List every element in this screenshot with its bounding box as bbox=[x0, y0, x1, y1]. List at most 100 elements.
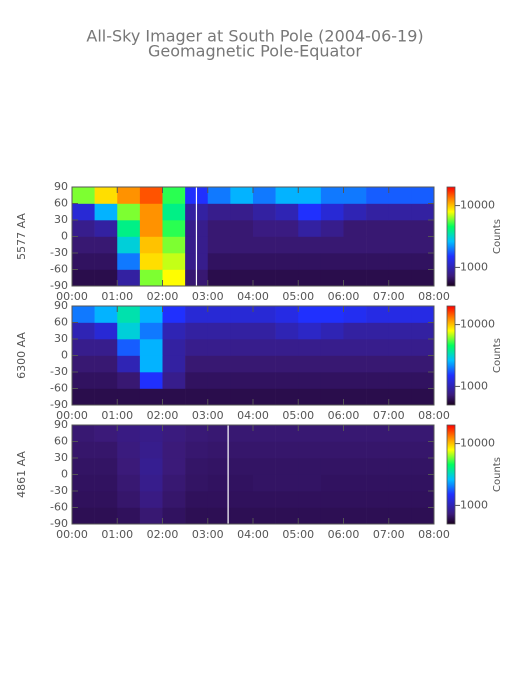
y-axis-label: 6300 AA bbox=[15, 332, 28, 379]
heatmap-cell bbox=[388, 474, 412, 492]
heatmap-cell bbox=[366, 425, 390, 442]
heatmap-cell bbox=[343, 220, 367, 237]
heatmap-cell bbox=[72, 220, 95, 237]
heatmap-cell bbox=[366, 253, 390, 270]
heatmap-cell bbox=[275, 306, 299, 323]
heatmap-cell bbox=[343, 203, 367, 221]
heatmap-cell bbox=[207, 322, 231, 340]
heatmap-cell bbox=[207, 220, 231, 237]
heatmap-cell bbox=[320, 220, 344, 237]
y-tick-label: 90 bbox=[54, 299, 68, 312]
heatmap-cell bbox=[253, 372, 276, 389]
heatmap-cell bbox=[207, 355, 231, 373]
colorbar-tick-label: 1000 bbox=[460, 260, 488, 273]
heatmap-cell bbox=[117, 187, 141, 204]
x-tick-label: 07:00 bbox=[373, 528, 405, 541]
heatmap-cell bbox=[320, 458, 344, 475]
heatmap-cell bbox=[343, 306, 367, 323]
heatmap-cell bbox=[162, 322, 186, 340]
heatmap-cell bbox=[366, 388, 390, 406]
heatmap-cell bbox=[411, 441, 435, 459]
y-tick-label: 30 bbox=[54, 451, 68, 464]
x-tick-label: 00:00 bbox=[56, 290, 88, 303]
heatmap-cell bbox=[72, 458, 95, 475]
heatmap-cell bbox=[94, 491, 118, 508]
heatmap-cell bbox=[275, 458, 299, 475]
heatmap-cell bbox=[162, 269, 186, 287]
heatmap-cell bbox=[117, 339, 141, 356]
heatmap-cell bbox=[298, 220, 322, 237]
heatmap-cell bbox=[94, 322, 118, 340]
heatmap-cell bbox=[162, 372, 186, 389]
heatmap-cell bbox=[162, 339, 186, 356]
heatmap-cell bbox=[162, 474, 186, 492]
heatmap-cell bbox=[298, 388, 322, 406]
heatmap-cell bbox=[72, 425, 95, 442]
heatmap-cell bbox=[117, 425, 141, 442]
heatmap-cell bbox=[162, 507, 186, 525]
heatmap-cell bbox=[139, 355, 163, 373]
heatmap-cell bbox=[411, 474, 435, 492]
heatmap-cell bbox=[253, 425, 276, 442]
heatmap-cell bbox=[343, 507, 367, 525]
heatmap-cell bbox=[275, 425, 299, 442]
heatmap-cell bbox=[411, 491, 435, 508]
heatmap-cell bbox=[230, 306, 254, 323]
heatmap-cell bbox=[139, 236, 163, 254]
heatmap-cell bbox=[411, 236, 435, 254]
x-tick-label: 06:00 bbox=[328, 528, 360, 541]
heatmap-cell bbox=[366, 322, 390, 340]
colorbar-tick-label: 1000 bbox=[460, 379, 488, 392]
heatmap-cell bbox=[366, 474, 390, 492]
heatmap-cell bbox=[94, 220, 118, 237]
heatmap-cell bbox=[162, 425, 186, 442]
x-tick-label: 01:00 bbox=[101, 409, 133, 422]
heatmap-cell bbox=[230, 474, 254, 492]
heatmap-cell bbox=[320, 236, 344, 254]
heatmap-cell bbox=[366, 458, 390, 475]
heatmap-cell bbox=[275, 388, 299, 406]
heatmap-cell bbox=[207, 441, 231, 459]
heatmap-cell bbox=[139, 187, 163, 204]
heatmap-cell bbox=[298, 372, 322, 389]
heatmap-cell bbox=[275, 253, 299, 270]
x-tick-label: 08:00 bbox=[418, 409, 450, 422]
heatmap-cell bbox=[117, 507, 141, 525]
heatmap-cell bbox=[139, 203, 163, 221]
heatmap-cell bbox=[366, 236, 390, 254]
colorbar-tick-label: 10000 bbox=[460, 199, 495, 212]
heatmap-cell bbox=[320, 187, 344, 204]
x-tick-label: 08:00 bbox=[418, 290, 450, 303]
heatmap-cell bbox=[94, 458, 118, 475]
heatmap-cell bbox=[117, 474, 141, 492]
y-tick-label: 90 bbox=[54, 418, 68, 431]
heatmap-cell bbox=[207, 507, 231, 525]
heatmap-cell bbox=[275, 355, 299, 373]
x-tick-label: 05:00 bbox=[282, 290, 314, 303]
x-tick-label: 07:00 bbox=[373, 290, 405, 303]
heatmap-cell bbox=[411, 388, 435, 406]
heatmap-cell bbox=[207, 306, 231, 323]
x-tick-label: 00:00 bbox=[56, 528, 88, 541]
heatmap-cell bbox=[411, 507, 435, 525]
heatmap-cell bbox=[298, 425, 322, 442]
heatmap-cell bbox=[411, 322, 435, 340]
heatmap-cell bbox=[411, 339, 435, 356]
heatmap-cell bbox=[411, 306, 435, 323]
heatmap-cell bbox=[72, 441, 95, 459]
heatmap-cell bbox=[162, 220, 186, 237]
heatmap-cell bbox=[275, 441, 299, 459]
heatmap-cell bbox=[162, 306, 186, 323]
heatmap-cell bbox=[343, 441, 367, 459]
heatmap-cell bbox=[343, 269, 367, 287]
heatmap-cell bbox=[230, 355, 254, 373]
y-tick-label: -90 bbox=[50, 517, 68, 530]
heatmap-cell bbox=[117, 253, 141, 270]
heatmap-cell bbox=[275, 236, 299, 254]
heatmap-cell bbox=[253, 306, 276, 323]
heatmap-cell bbox=[117, 441, 141, 459]
heatmap-cell bbox=[207, 425, 231, 442]
heatmap-cell bbox=[298, 253, 322, 270]
heatmap-cell bbox=[207, 236, 231, 254]
heatmap-cell bbox=[207, 339, 231, 356]
